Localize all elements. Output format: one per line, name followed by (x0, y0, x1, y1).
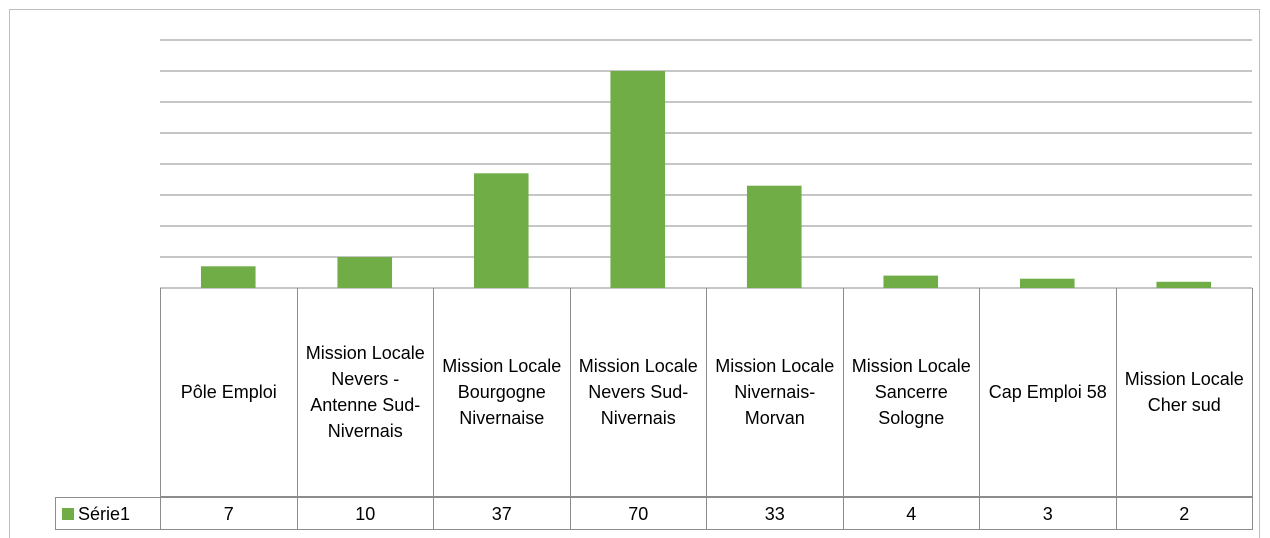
bar (337, 257, 393, 288)
category-label: Pôle Emploi (160, 288, 297, 497)
category-label: Mission Locale Nevers - Antenne Sud-Nive… (296, 288, 433, 497)
bar (610, 71, 666, 288)
category-label: Mission Locale Bourgogne Nivernaise (433, 288, 570, 497)
data-table-value: 7 (160, 497, 297, 530)
bar (746, 185, 802, 288)
chart-frame (9, 9, 1260, 538)
category-label: Mission Locale Sancerre Sologne (842, 288, 979, 497)
legend-label: Série1 (78, 503, 131, 524)
legend-key (62, 507, 74, 520)
bar (200, 266, 256, 288)
bar (473, 173, 529, 288)
category-label: Mission Locale Nevers Sud-Nivernais (569, 288, 706, 497)
bar (1156, 281, 1212, 288)
data-table-value: 37 (433, 497, 570, 530)
legend-cell: Série1 (55, 497, 160, 530)
data-table-value: 10 (296, 497, 433, 530)
table-border (1252, 288, 1253, 530)
data-table-value: 3 (979, 497, 1116, 530)
category-label: Cap Emploi 58 (979, 288, 1116, 497)
bar (1019, 278, 1075, 288)
data-table-value: 2 (1115, 497, 1252, 530)
category-label: Mission Locale Nivernais-Morvan (706, 288, 843, 497)
category-label: Mission Locale Cher sud (1115, 288, 1252, 497)
data-table-value: 70 (569, 497, 706, 530)
data-table-value: 33 (706, 497, 843, 530)
data-table-value: 4 (842, 497, 979, 530)
bar (883, 275, 939, 288)
